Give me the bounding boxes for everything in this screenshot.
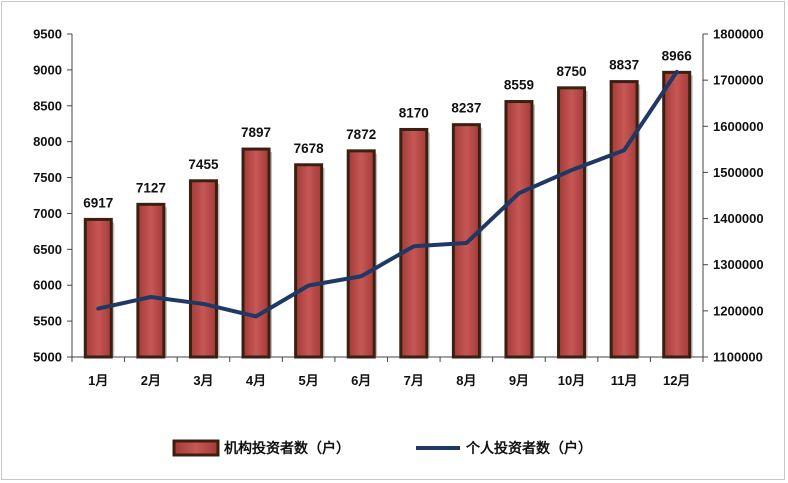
line-point xyxy=(517,191,521,195)
bar-data-label: 7127 xyxy=(136,180,166,195)
axes: 5000 5500 6000 6500 7000 7500 8000 8500 9000 9500… xyxy=(33,27,764,389)
left-tick-label: 6500 xyxy=(33,242,62,257)
x-tick-label: 7月 xyxy=(404,373,424,388)
left-tick-label: 7500 xyxy=(33,170,62,185)
bar xyxy=(504,100,534,359)
x-tick-label: 6月 xyxy=(351,373,371,388)
left-tick-label: 5500 xyxy=(33,314,62,329)
right-tick-label: 1600000 xyxy=(713,119,764,134)
bar-data-label: 7872 xyxy=(346,127,376,142)
bar-data-label: 8237 xyxy=(451,101,481,116)
left-tick-label: 9000 xyxy=(33,62,62,77)
x-tick-label: 9月 xyxy=(509,373,529,388)
bar-series xyxy=(83,70,693,359)
bar xyxy=(294,163,324,359)
bar-data-label: 6917 xyxy=(83,195,113,210)
line-point xyxy=(412,244,416,248)
left-tick-label: 8500 xyxy=(33,98,62,113)
bar xyxy=(557,86,587,359)
right-tick-label: 1400000 xyxy=(713,211,764,226)
line-point xyxy=(201,302,205,306)
line-series xyxy=(96,69,679,319)
left-tick-label: 6000 xyxy=(33,278,62,293)
bar xyxy=(662,70,692,359)
bar xyxy=(188,179,218,359)
right-tick-label: 1300000 xyxy=(713,257,764,272)
left-tick-label: 8000 xyxy=(33,134,62,149)
bar xyxy=(346,149,376,359)
x-tick-label: 5月 xyxy=(299,373,319,388)
right-tick-label: 1200000 xyxy=(713,303,764,318)
x-tick-label: 10月 xyxy=(558,373,585,388)
bar-data-label: 8750 xyxy=(557,64,587,79)
bar xyxy=(399,127,429,359)
legend-line-label: 个人投资者数（户） xyxy=(465,440,592,457)
bar-data-label: 8837 xyxy=(609,58,639,73)
right-tick-label: 1800000 xyxy=(713,27,764,42)
line-point xyxy=(96,307,100,311)
individual-investors-line xyxy=(96,69,679,319)
line-point xyxy=(149,295,153,299)
bar-data-label: 8966 xyxy=(662,48,693,63)
line-point xyxy=(307,283,311,287)
legend-bar-swatch xyxy=(172,439,220,457)
right-tick-label: 1500000 xyxy=(713,165,764,180)
bar-data-label: 8170 xyxy=(399,105,429,120)
x-tick-label: 1月 xyxy=(88,373,108,388)
line-point xyxy=(675,70,679,74)
x-tick-label: 4月 xyxy=(246,373,266,388)
x-tick-label: 8月 xyxy=(456,373,476,388)
right-tick-label: 1700000 xyxy=(713,73,764,88)
legend-bar-label: 机构投资者数（户） xyxy=(224,440,350,457)
x-tick-label: 3月 xyxy=(193,373,213,388)
bar-data-label: 8559 xyxy=(504,78,534,93)
line-point xyxy=(570,168,574,172)
x-tick-label: 2月 xyxy=(141,373,161,388)
legend: 机构投资者数（户） 个人投资者数（户） xyxy=(172,439,592,457)
line-point xyxy=(464,241,468,245)
bar xyxy=(241,147,271,359)
bar-data-label: 7455 xyxy=(188,157,219,172)
bar-data-label: 7678 xyxy=(294,141,325,156)
right-tick-label: 1100000 xyxy=(713,350,763,365)
bar xyxy=(136,202,166,359)
line-point xyxy=(254,314,258,318)
bar-data-label: 7897 xyxy=(241,125,271,140)
x-tick-label: 11月 xyxy=(611,373,638,388)
left-tick-label: 5000 xyxy=(33,350,62,365)
left-tick-label: 9500 xyxy=(33,27,62,42)
bar xyxy=(83,217,113,359)
left-tick-label: 7000 xyxy=(33,206,62,221)
bar xyxy=(609,80,639,359)
x-tick-label: 12月 xyxy=(663,373,690,388)
line-point xyxy=(622,148,626,152)
line-point xyxy=(359,274,363,278)
bar-data-labels: 6917 7127 7455 7897 7678 7872 8170 8237 8559 8750… xyxy=(83,48,692,210)
